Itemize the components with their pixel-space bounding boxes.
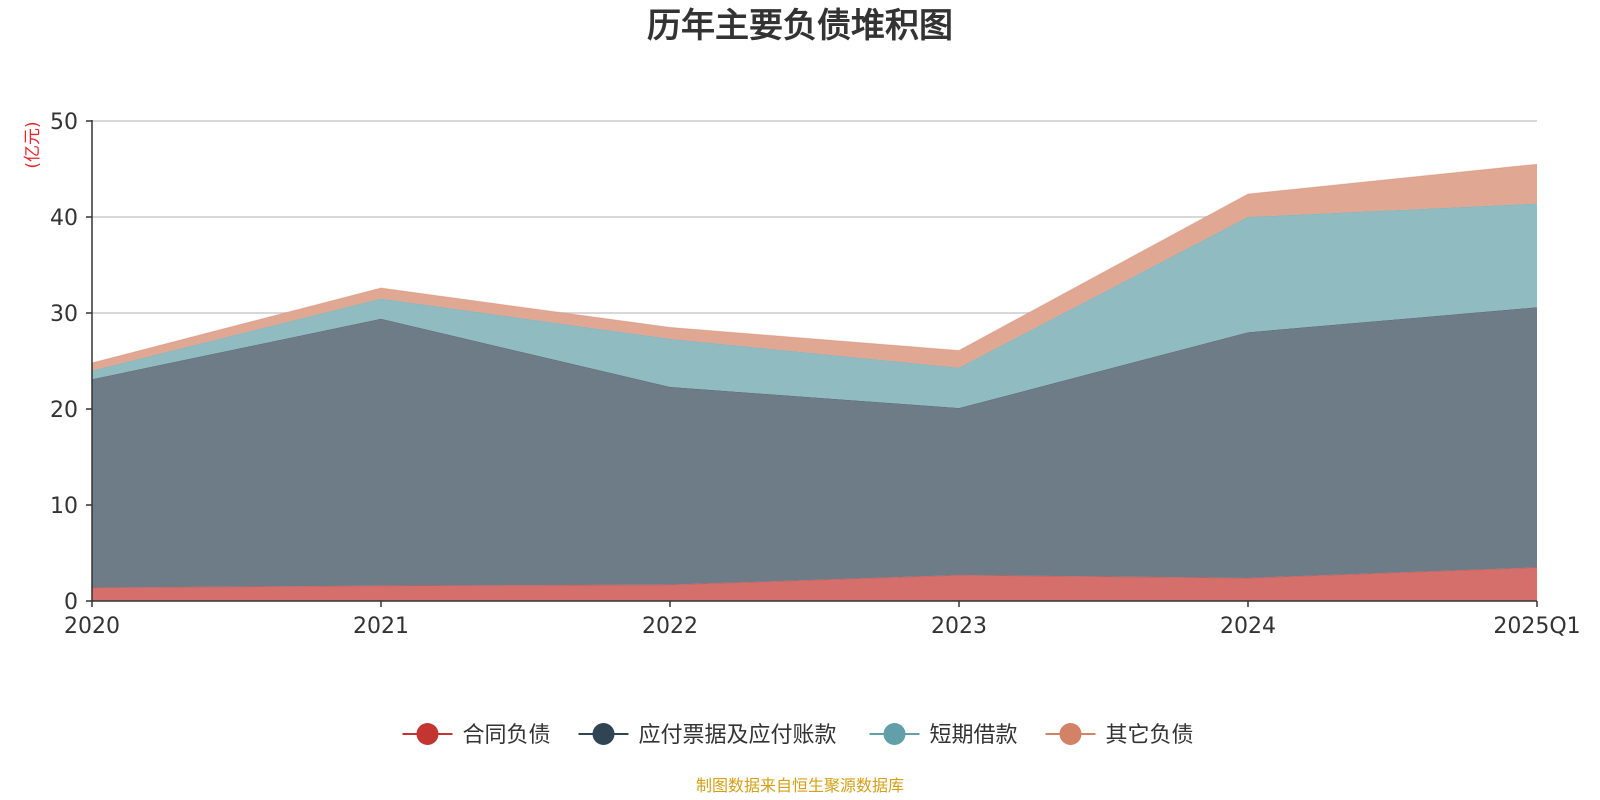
axes: 0 10 20 30 40 50 2020 2021 2022 2023 2024 2025Q1 <box>50 110 1581 639</box>
legend-dot-marker <box>416 723 439 745</box>
legend-dot-marker <box>883 723 906 745</box>
source-note: 制图数据来自恒生聚源数据库 <box>696 776 904 795</box>
area-series-0 <box>92 567 1537 601</box>
area-series-2 <box>92 203 1537 409</box>
y-tick-label: 30 <box>50 302 78 327</box>
legend-item[interactable]: 合同负债 <box>402 723 551 748</box>
x-tick-label: 2021 <box>353 614 409 639</box>
legend-label: 合同负债 <box>463 723 551 748</box>
y-tick-label: 20 <box>50 398 78 423</box>
y-tick-label: 40 <box>50 206 78 231</box>
legend-dot-marker <box>1059 723 1082 745</box>
legend-item[interactable]: 其它负债 <box>1045 723 1194 748</box>
x-tick-label: 2022 <box>642 614 698 639</box>
legend-dot-marker <box>592 723 615 745</box>
x-tick-label: 2020 <box>64 614 120 639</box>
legend-item[interactable]: 应付票据及应付账款 <box>578 723 837 748</box>
chart-title: 历年主要负债堆积图 <box>647 6 953 46</box>
legend: 合同负债 应付票据及应付账款 短期借款 其它负债 <box>402 723 1194 748</box>
legend-label: 应付票据及应付账款 <box>639 723 837 748</box>
area-series-1 <box>92 307 1537 588</box>
y-tick-label: 0 <box>64 590 78 615</box>
x-tick-label: 2023 <box>931 614 987 639</box>
y-tick-label: 10 <box>50 494 78 519</box>
y-tick-label: 50 <box>50 110 78 135</box>
x-tick-label: 2025Q1 <box>1493 614 1580 639</box>
x-tick-label: 2024 <box>1220 614 1276 639</box>
area-series-3 <box>92 164 1537 371</box>
y-axis-unit-label: (亿元) <box>23 121 43 168</box>
legend-item[interactable]: 短期借款 <box>869 723 1018 748</box>
legend-label: 其它负债 <box>1106 723 1194 748</box>
legend-label: 短期借款 <box>930 723 1018 748</box>
area-series <box>91 163 1538 601</box>
series-line-3 <box>91 163 1538 364</box>
